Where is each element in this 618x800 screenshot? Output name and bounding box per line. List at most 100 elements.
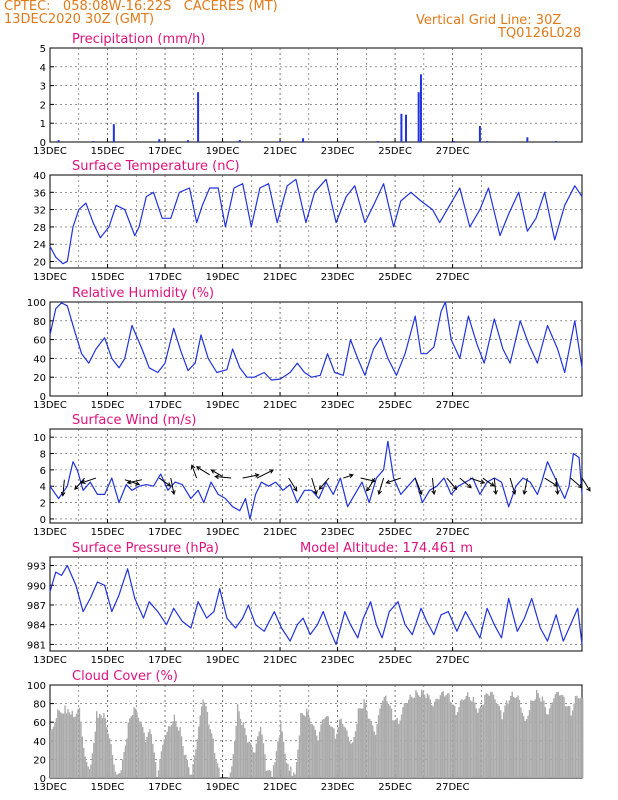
cloud-bar [464, 699, 466, 778]
temp-ytick-label: 20 [33, 258, 46, 269]
cloud-bar [380, 704, 383, 778]
cloud-bar [518, 699, 521, 778]
cloud-bar [114, 771, 117, 778]
cloud-bar [363, 699, 365, 778]
cloud-bar [183, 755, 186, 778]
press-xtick-label: 19DEC [206, 655, 240, 666]
cloud-bar [456, 712, 459, 778]
cloud-bar [466, 692, 469, 778]
cloud-bar [173, 714, 176, 778]
wind-arrow-head [480, 479, 486, 485]
cloud-bar [70, 714, 72, 778]
rh-series-line [49, 301, 583, 381]
temp-title: Surface Temperature (nC) [72, 159, 240, 174]
wind-arrow-shaft [211, 469, 223, 477]
wind-arrow-head [313, 490, 318, 496]
cloud-bar [68, 712, 71, 778]
cloud-bar [419, 697, 421, 778]
cloud-bar [491, 692, 493, 778]
cloud-bar [134, 708, 137, 778]
cloud-bar [511, 691, 513, 778]
cloud-bar [64, 705, 66, 778]
press-ytick-label: 990 [27, 581, 46, 592]
cloud-bar [459, 700, 462, 778]
precip-frame [49, 47, 583, 143]
cloud-bar [550, 704, 552, 778]
cloud-bar [350, 743, 352, 778]
cloud-bar [458, 707, 460, 778]
cloud-bar [402, 707, 404, 778]
rh-title: Relative Humidity (%) [72, 286, 214, 301]
cloud-bar [304, 716, 306, 778]
wind-arrow-shaft [581, 477, 591, 492]
wind-arrow-head [385, 479, 391, 485]
cloud-ytick-label: 60 [33, 718, 46, 729]
temp-frame [49, 174, 583, 269]
cloud-bar [131, 715, 134, 778]
cloud-bar [386, 701, 388, 778]
cloud-bar [454, 705, 456, 778]
cloud-bar [192, 764, 194, 778]
cloud-bar [215, 759, 217, 778]
cloud-bar [137, 717, 140, 778]
cloud-bar [504, 705, 506, 778]
cloud-bar [205, 706, 207, 778]
cloud-bar [317, 740, 319, 778]
wind-arrow-shaft [459, 477, 472, 489]
wind-ytick-label: 2 [40, 499, 46, 510]
cloud-bar [91, 753, 94, 778]
cloud-bar [228, 777, 230, 778]
cloud-bar [485, 693, 488, 778]
cloud-bar [282, 741, 285, 778]
cloud-bar [58, 710, 61, 778]
press-subtitle: Model Altitude: 174.461 m [300, 541, 473, 556]
precip-title: Precipitation (mm/h) [72, 32, 205, 47]
rh-xtick-label: 19DEC [206, 400, 240, 411]
cloud-bar [435, 699, 437, 778]
cloud-bar [242, 722, 245, 778]
cloud-bar [579, 698, 581, 778]
cloud-bar [190, 774, 193, 778]
cloud-bar [420, 689, 423, 778]
cloud-bar [400, 714, 403, 778]
cloud-bar [558, 695, 561, 778]
wind-arrow-shaft [288, 477, 298, 492]
cloud-bar [77, 709, 79, 778]
cloud-bar [120, 770, 122, 778]
cloud-bar [310, 723, 312, 778]
precip-xtick-label: 19DEC [206, 146, 240, 157]
press-ytick-label: 993 [27, 562, 46, 573]
wind-arrow-head [377, 490, 382, 496]
rh-xtick-label: 17DEC [148, 400, 182, 411]
cloud-bar [543, 700, 545, 778]
cloud-bar [567, 705, 570, 778]
cloud-bar [104, 718, 107, 778]
cloud-bar [406, 703, 408, 778]
wind-arrow-shaft [493, 477, 497, 495]
cloud-bar [292, 772, 295, 778]
rh-ytick-label: 20 [33, 373, 46, 384]
wind-series-line [49, 440, 583, 520]
cloud-bar [410, 696, 413, 778]
cloud-bar [144, 742, 147, 778]
cloud-bar [413, 697, 416, 778]
cloud-bar [508, 700, 511, 778]
cloud-bar [54, 723, 56, 778]
cloud-bar [333, 728, 335, 778]
cloud-bar [213, 752, 216, 778]
cloud-bar [481, 705, 483, 778]
cloud-bar [268, 769, 270, 778]
cloud-bar [538, 697, 541, 778]
cloud-bar [523, 716, 525, 778]
cloud-bar [71, 710, 73, 778]
cloud-bar [451, 704, 453, 778]
cloud-bar [308, 717, 311, 778]
cloud-bar [446, 693, 449, 778]
cloud-bar [369, 718, 371, 778]
cloud-bar [354, 731, 357, 778]
wind-arrow-head [60, 491, 66, 497]
cloud-xtick-label: 23DEC [321, 782, 355, 793]
wind-arrow-shaft [343, 474, 354, 479]
cloud-bar [337, 727, 339, 778]
cloud-xtick-label: 21DEC [263, 782, 297, 793]
